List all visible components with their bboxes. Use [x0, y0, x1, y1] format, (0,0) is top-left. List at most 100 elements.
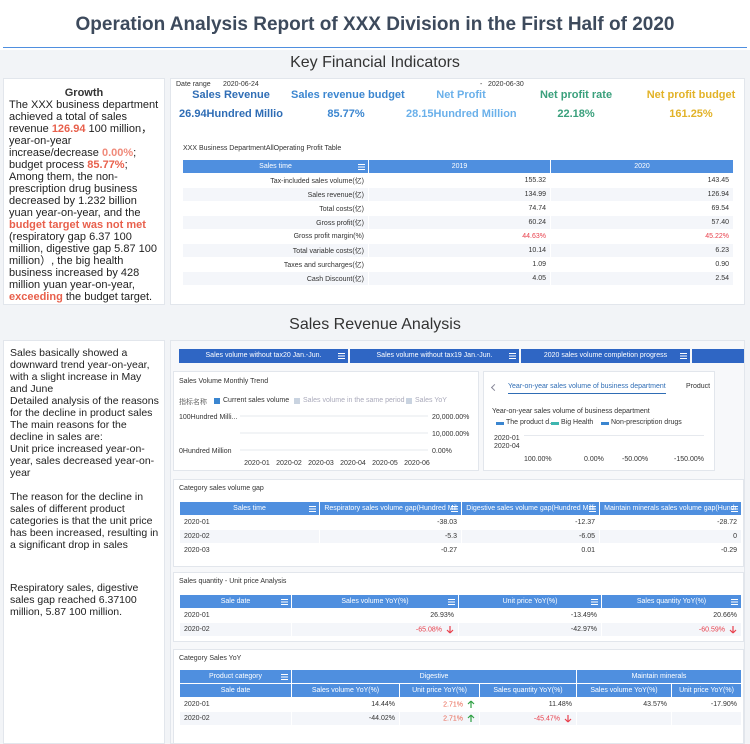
table-cell: 14.44%: [291, 697, 400, 712]
table-body: 2020-01 26.93% -13.49% 20.66% 2020-02 -65.08%…: [179, 608, 742, 637]
trend-arrow: [564, 715, 572, 723]
x-label: 2020-04: [340, 460, 366, 467]
notes-panel: Sales basically showed a downward trend …: [3, 340, 165, 744]
column-header: Sales volume YoY(%): [291, 594, 459, 609]
column-header: Sale date: [179, 594, 292, 609]
tab-header: Sales v: [692, 349, 744, 363]
date-separator: -: [480, 81, 483, 88]
column-header: Maintain minerals sales volume gap(Hundr: [599, 501, 742, 516]
y-label: 100Hundred Milli...: [179, 414, 237, 421]
cell-text: 45.22%: [705, 233, 729, 240]
table-cell: Taxes and surcharges(亿): [182, 257, 369, 272]
x-label: 2020-02: [276, 460, 302, 467]
growth-heading: Growth: [64, 87, 104, 99]
column-header: Sale date: [179, 683, 292, 698]
filter-icon: [338, 353, 345, 359]
table-cell: -44.02%: [291, 711, 400, 726]
legend-label: The product d...: [506, 419, 556, 426]
trend-plot: 100Hundred Milli... 0Hundred Million 20,00…: [179, 414, 469, 467]
table-cell: -60.59%: [601, 622, 742, 637]
table-row: 2020-02 -44.02% 2.71% -45.47%: [179, 711, 742, 726]
tab-header: 2020 sales volume completion progress: [521, 349, 690, 363]
growth-segment: The XXX business department achieved a t…: [9, 99, 159, 135]
note: The reason for the decline in sales of d…: [10, 491, 159, 551]
legend-label: Sales YoY: [415, 397, 447, 404]
table-body: 2020-01 14.44% 2.71% 11.48% 43.57% -17.90% 202…: [179, 697, 742, 726]
axis-line: [524, 435, 704, 436]
filter-icon: [731, 506, 738, 512]
note-line: The main reasons for the decline in sale…: [10, 419, 127, 443]
table-cell: 0: [599, 529, 742, 544]
filter-icon: [591, 599, 598, 605]
growth-segment: 100 million，year-on-year increase/decrea…: [9, 123, 153, 159]
table-cell: 44.63%: [368, 229, 551, 244]
table-panel: Category Sales YoY Product category Digest…: [173, 649, 744, 743]
header-row: Sales time Respiratory sales volume gap(H…: [179, 501, 742, 516]
table-row: 2020-01 -38.03 -12.37 -28.72: [179, 515, 742, 530]
x-label: 2020-05: [372, 460, 398, 467]
cell-text: 44.63%: [522, 233, 546, 240]
table-cell: 2020-01: [179, 608, 292, 623]
table-row: Gross profit(亿) 60.24 57.40: [182, 215, 734, 230]
header-bar: [0, 0, 750, 50]
column-header: Unit price YoY(%): [671, 683, 742, 698]
table-cell: Gross profit(亿): [182, 215, 369, 230]
date-start: 2020-06-24: [223, 81, 259, 88]
date-label: Date range: [176, 81, 211, 88]
legend-swatch: [294, 398, 300, 404]
table-cell: Total costs(亿): [182, 201, 369, 216]
growth-segment: ; budget process: [9, 147, 137, 171]
column-header: Unit price YoY(%): [458, 594, 602, 609]
x-label: 0.00%: [584, 456, 604, 463]
legend-swatch: [406, 398, 412, 404]
growth-segment: exceeding: [9, 291, 63, 303]
x-label: 100.00%: [524, 456, 552, 463]
table-title: Sales quantity - Unit price Analysis: [179, 578, 287, 585]
table-cell: -45.47%: [479, 711, 577, 726]
filter-icon: [680, 353, 687, 359]
trend-panel: Sales Volume Monthly Trend 指标名称 Current sa…: [173, 371, 479, 471]
filter-icon: [589, 506, 596, 512]
analysis-panel: Sales volume without tax20 Jan.-Jun. Sale…: [170, 340, 745, 744]
cell-text: -65.08%: [415, 626, 442, 634]
filter-icon: [448, 599, 455, 605]
group-header: Maintain minerals: [576, 669, 742, 684]
kpi-value: 28.15Hundred Million: [406, 108, 516, 120]
note: Respiratory sales, digestive sales gap r…: [10, 582, 139, 618]
table-cell: -17.90%: [671, 697, 742, 712]
arrow-path: [467, 714, 475, 722]
date-end: 2020-06-30: [488, 81, 524, 88]
column-header: Digestive sales volume gap(Hundred Milli: [461, 501, 600, 516]
table-row: Total costs(亿) 74.74 69.54: [182, 201, 734, 216]
table-cell: 155.32: [368, 173, 551, 188]
table-cell: Gross profit margin(%): [182, 229, 369, 244]
table-cell: 143.45: [550, 173, 734, 188]
growth-segment: the budget target.: [62, 291, 153, 303]
table-title: XXX Business DepartmentAllOperating Prof…: [183, 145, 342, 152]
table-cell: -12.37: [461, 515, 600, 530]
data-table: Sales time 2019 2020 Tax-included sales vol…: [182, 159, 734, 286]
table-cell: 26.93%: [291, 608, 459, 623]
trend-arrow: [446, 626, 454, 634]
table-cell: 74.74: [368, 201, 551, 216]
kpi-panel: Date range 2020-06-24 -2020-06-30 Sales Rev…: [170, 78, 745, 305]
table-row: 2020-01 14.44% 2.71% 11.48% 43.57% -17.90%: [179, 697, 742, 712]
table-cell: 11.48%: [479, 697, 577, 712]
chart-title: Sales Volume Monthly Trend: [179, 378, 269, 385]
table-cell: -38.03: [319, 515, 462, 530]
legend-label: Big Health: [561, 419, 594, 426]
table-cell: 4.05: [368, 271, 551, 286]
table-head: Product category Digestive Maintain minera…: [179, 669, 742, 698]
column-header: Sales time: [179, 501, 320, 516]
cell-text: -45.47%: [533, 715, 560, 723]
growth-segment: (respiratory gap 6.37 100 million, diges…: [9, 231, 157, 291]
table-row: Tax-included sales volume(亿) 155.32 143.45: [182, 173, 734, 188]
yoy-panel: Year-on-year sales volume of business de…: [483, 371, 715, 471]
table-cell: Cash Discount(亿): [182, 271, 369, 286]
table-head: Sale date Sales volume YoY(%) Unit price Y…: [179, 594, 742, 609]
table-cell: Total variable costs(亿): [182, 243, 369, 258]
header-row: Sale date Sales volume YoY(%) Unit price Y…: [179, 594, 742, 609]
report-title: Operation Analysis Report of XXX Divisio…: [75, 14, 675, 35]
y-label: 2020-01: [494, 435, 520, 442]
growth-segment: budget target was not met: [9, 219, 146, 231]
